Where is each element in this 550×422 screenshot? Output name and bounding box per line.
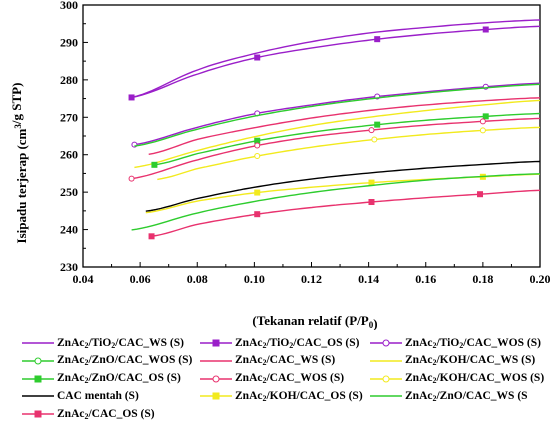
- data-point: [375, 37, 380, 42]
- x-tick-label: 0.20: [530, 272, 550, 286]
- data-point: [129, 176, 134, 181]
- legend-swatch: [370, 338, 402, 348]
- legend-swatch: [22, 409, 54, 419]
- data-point: [255, 212, 260, 217]
- data-point: [255, 154, 260, 159]
- adsorption-chart: 0.04 0.06 0.08 0.10 0.12 0.14 0.16 0.18 0.20 230 2…: [0, 0, 550, 330]
- legend-label: ZnAc2/TiO2/CAC_WOS (S): [405, 337, 541, 350]
- legend-label: ZnAc2/CAC_WS (S): [235, 354, 335, 367]
- legend-item: ZnAc2/CAC_OS (S): [22, 406, 155, 422]
- plot-frame: [83, 5, 540, 267]
- data-point: [478, 192, 483, 197]
- y-axis-title: Isipadu terjerap (cm3/g STP): [9, 83, 29, 244]
- data-point: [483, 27, 488, 32]
- legend-swatch: [22, 391, 54, 401]
- y-tick-label: 260: [60, 148, 78, 162]
- data-point: [375, 122, 380, 127]
- legend-item: ZnAc2/KOH/CAC_WS (S): [370, 353, 535, 369]
- legend-label: ZnAc2/ZnO/CAC_WS (S: [405, 390, 528, 403]
- x-tick-label: 0.04: [73, 272, 94, 286]
- data-point: [480, 119, 485, 124]
- legend-swatch: [200, 391, 232, 401]
- legend-swatch: [370, 356, 402, 366]
- legend-label: ZnAc2/KOH/CAC_WOS (S): [405, 372, 544, 385]
- legend-label: ZnAc2/TiO2/CAC_WS (S): [57, 337, 184, 350]
- legend-label: ZnAc2/TiO2/CAC_OS (S): [235, 337, 359, 350]
- y-tick-label: 250: [60, 185, 78, 199]
- data-point: [372, 137, 377, 142]
- x-tick-label: 0.10: [244, 272, 265, 286]
- legend-item: ZnAc2/TiO2/CAC_WOS (S): [370, 335, 541, 351]
- legend-swatch: [370, 391, 402, 401]
- data-point: [129, 95, 134, 100]
- x-tick-label: 0.06: [130, 272, 151, 286]
- x-tick-label: 0.08: [187, 272, 208, 286]
- legend-item: ZnAc2/TiO2/CAC_OS (S): [200, 335, 359, 351]
- data-point: [369, 200, 374, 205]
- data-point: [369, 128, 374, 133]
- legend-item: ZnAc2/ZnO/CAC_WS (S: [370, 388, 528, 404]
- y-tick-label: 280: [60, 73, 78, 87]
- data-point: [152, 162, 157, 167]
- legend-item: ZnAc2/CAC_WS (S): [200, 353, 335, 369]
- legend-item: ZnAc2/CAC_WOS (S): [200, 371, 344, 387]
- series-13: [149, 190, 540, 239]
- data-point: [483, 114, 488, 119]
- y-tick-label: 290: [60, 35, 78, 49]
- legend-swatch: [200, 374, 232, 384]
- y-tick-label: 300: [60, 0, 78, 12]
- legend-label: ZnAc2/KOH/CAC_WS (S): [405, 354, 535, 367]
- legend-label: ZnAc2/ZnO/CAC_OS (S): [57, 372, 181, 385]
- data-point: [255, 138, 260, 143]
- legend-item: ZnAc2/ZnO/CAC_OS (S): [22, 371, 181, 387]
- y-tick-label: 230: [60, 260, 78, 274]
- data-point: [255, 143, 260, 148]
- x-axis-title: (Tekanan relatif (P/P0): [252, 313, 377, 330]
- x-tick-label: 0.12: [301, 272, 322, 286]
- x-tick-label: 0.16: [415, 272, 436, 286]
- legend-swatch: [22, 374, 54, 384]
- series-4: [134, 84, 540, 146]
- x-tick-label: 0.18: [472, 272, 493, 286]
- data-point: [255, 190, 260, 195]
- data-point: [480, 128, 485, 133]
- y-tick-label: 270: [60, 110, 78, 124]
- legend-swatch: [22, 338, 54, 348]
- legend-label: ZnAc2/CAC_WOS (S): [235, 372, 344, 385]
- data-point: [149, 234, 154, 239]
- legend-swatch: [200, 338, 232, 348]
- legend-label: ZnAc2/KOH/CAC_OS (S): [235, 390, 363, 403]
- legend-swatch: [22, 356, 54, 366]
- legend-label: ZnAc2/CAC_OS (S): [57, 408, 155, 421]
- legend-item: ZnAc2/ZnO/CAC_WOS (S): [22, 353, 192, 369]
- legend-label: ZnAc2/ZnO/CAC_WOS (S): [57, 354, 192, 367]
- legend-label: CAC mentah (S): [57, 390, 139, 402]
- legend-item: CAC mentah (S): [22, 388, 139, 404]
- legend-item: ZnAc2/TiO2/CAC_WS (S): [22, 335, 184, 351]
- data-point: [369, 180, 374, 185]
- series-line: [132, 20, 540, 97]
- legend-swatch: [370, 374, 402, 384]
- series-8: [129, 118, 540, 181]
- data-point: [255, 55, 260, 60]
- chart-legend: ZnAc2/TiO2/CAC_WS (S) ZnAc2/TiO2/CAC_OS (…: [0, 330, 550, 414]
- series-1: [132, 20, 540, 97]
- legend-item: ZnAc2/KOH/CAC_OS (S): [200, 388, 363, 404]
- y-tick-label: 240: [60, 223, 78, 237]
- legend-swatch: [200, 356, 232, 366]
- x-tick-label: 0.14: [358, 272, 379, 286]
- series-line: [134, 84, 540, 146]
- legend-item: ZnAc2/KOH/CAC_WOS (S): [370, 371, 544, 387]
